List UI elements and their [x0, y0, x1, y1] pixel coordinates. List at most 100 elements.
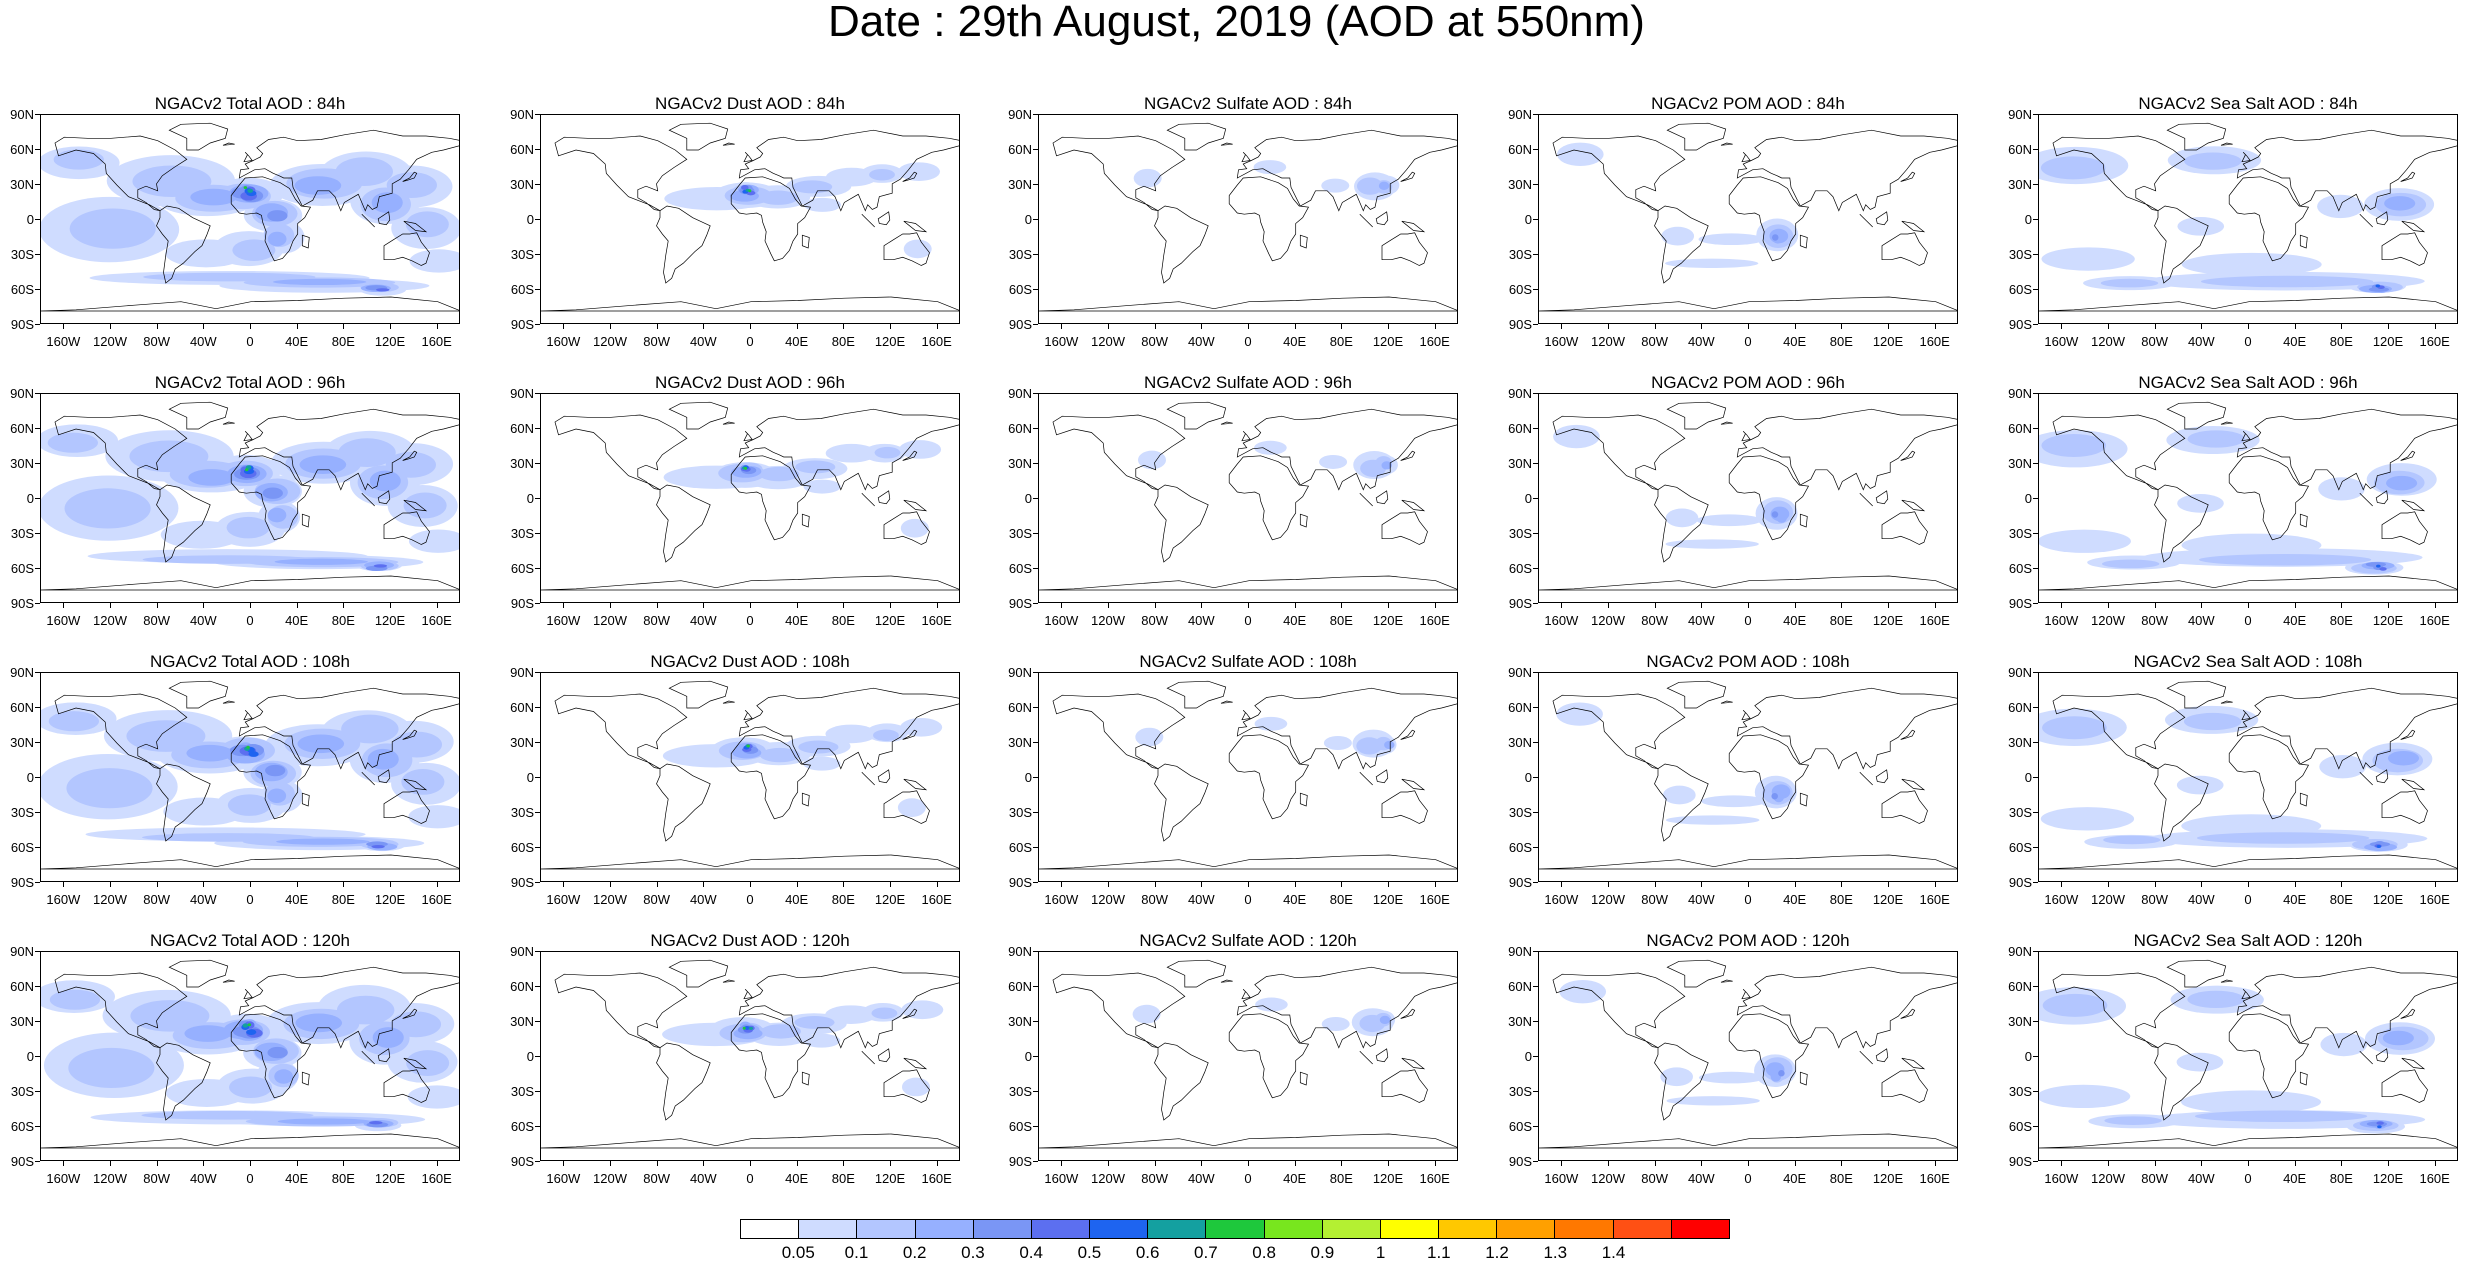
coastline	[2359, 771, 2373, 786]
coastlines	[1539, 959, 1957, 1149]
map-panel: NGACv2 Sea Salt AOD : 84h 90N 60N 30N 0 30S 60…	[2008, 94, 2458, 348]
colorbar-label: 1.4	[1601, 1243, 1626, 1262]
lat-label: 90N	[1508, 386, 1532, 401]
coastline	[1401, 499, 1426, 512]
coastline	[238, 966, 459, 1049]
coastline	[656, 763, 711, 842]
aod-contour	[165, 239, 247, 268]
coastline	[1154, 1042, 1209, 1121]
lat-tick	[2033, 289, 2038, 290]
lon-tick	[110, 324, 111, 329]
coastline	[2401, 220, 2426, 233]
lon-tick	[1341, 324, 1343, 329]
lat-label: 30N	[10, 735, 34, 750]
aod-map	[1039, 680, 1457, 870]
coastline	[1881, 232, 1928, 266]
lon-label: 120E	[1372, 334, 1404, 349]
lon-tick	[110, 1161, 111, 1166]
coastline	[1900, 171, 1916, 182]
aod-contour	[2176, 775, 2224, 795]
lon-label: 80W	[143, 334, 171, 349]
colorbar-swatch	[1031, 1220, 1091, 1238]
lat-label: 90N	[10, 944, 34, 959]
aod-contour	[1379, 1015, 1391, 1025]
lon-label: 40E	[1283, 613, 1307, 628]
lat-tick	[2033, 1056, 2038, 1057]
aod-contour	[2194, 1110, 2368, 1123]
aod-contour	[2319, 755, 2366, 779]
lon-label: 80W	[2141, 613, 2169, 628]
lon-tick	[703, 324, 705, 329]
aod-contour	[2187, 990, 2245, 1008]
lon-label: 80W	[1641, 613, 1669, 628]
aod-contour	[165, 1078, 248, 1107]
coastline	[1401, 220, 1426, 233]
coastline	[2236, 129, 2457, 212]
aod-contour	[69, 208, 156, 249]
coastline	[383, 1069, 430, 1103]
lat-label: 90N	[2008, 386, 2032, 401]
lat-label: 60S	[1008, 840, 1032, 855]
aod-contour	[160, 520, 243, 549]
coastline	[1728, 176, 1810, 262]
coastline	[41, 575, 459, 591]
aod-contour	[64, 488, 151, 529]
lat-tick	[1533, 498, 1538, 499]
lon-tick	[156, 603, 158, 608]
lon-tick	[296, 1161, 298, 1166]
aod-contour	[66, 768, 153, 809]
coastline	[1539, 854, 1957, 870]
lon-tick	[2388, 882, 2389, 887]
lon-tick	[2434, 603, 2436, 608]
aod-contour	[899, 440, 942, 459]
lon-tick	[2248, 1161, 2249, 1166]
coastline	[301, 792, 310, 807]
lon-tick	[843, 882, 845, 887]
lat-tick	[1033, 324, 1038, 325]
lat-label: 0	[1524, 212, 1532, 227]
coastline	[656, 484, 711, 563]
lat-label: 0	[1524, 770, 1532, 785]
lon-label: 40W	[689, 334, 717, 349]
coastline	[2154, 484, 2209, 563]
lon-tick	[1154, 603, 1156, 608]
coastline	[743, 989, 753, 1000]
lon-label: 40W	[1187, 334, 1215, 349]
lat-label: 30N	[1508, 1014, 1532, 1029]
aod-contour	[1660, 1067, 1693, 1087]
lon-label: 40E	[1783, 892, 1807, 907]
coastline	[541, 854, 959, 870]
lat-label: 90S	[1508, 875, 1532, 890]
coastline	[156, 763, 211, 842]
coastline	[743, 152, 753, 163]
lat-label: 60N	[510, 979, 534, 994]
lon-label: 40W	[689, 613, 717, 628]
map-panel: NGACv2 Sea Salt AOD : 96h 90N 60N 30N 0 30S 60…	[2008, 373, 2458, 627]
lon-tick	[750, 324, 751, 329]
lon-tick	[1934, 603, 1936, 608]
lon-tick	[2201, 1161, 2203, 1166]
aod-contour	[1664, 258, 1759, 269]
map-frame	[1538, 393, 1958, 603]
coastline	[902, 171, 918, 182]
coastlines	[41, 401, 459, 591]
lat-label: 60S	[2008, 1119, 2032, 1134]
coastline	[668, 122, 729, 151]
coastline	[2220, 979, 2233, 983]
lon-tick	[63, 324, 65, 329]
colorbar-label: 0.5	[1077, 1243, 1102, 1262]
lon-label: 160E	[1419, 334, 1450, 349]
lon-label: 160E	[921, 613, 952, 628]
map-frame	[540, 951, 960, 1161]
lat-label: 30S	[510, 526, 534, 541]
lon-tick	[156, 882, 158, 887]
coastline	[1154, 205, 1209, 284]
lon-tick	[1154, 882, 1156, 887]
lon-label: 0	[746, 613, 754, 628]
coastlines	[2039, 680, 2457, 870]
lon-tick	[2434, 882, 2436, 887]
aod-contour	[295, 1013, 343, 1033]
lon-tick	[796, 1161, 798, 1166]
colorbar-swatch	[857, 1220, 916, 1238]
lat-label: 60S	[1008, 282, 1032, 297]
